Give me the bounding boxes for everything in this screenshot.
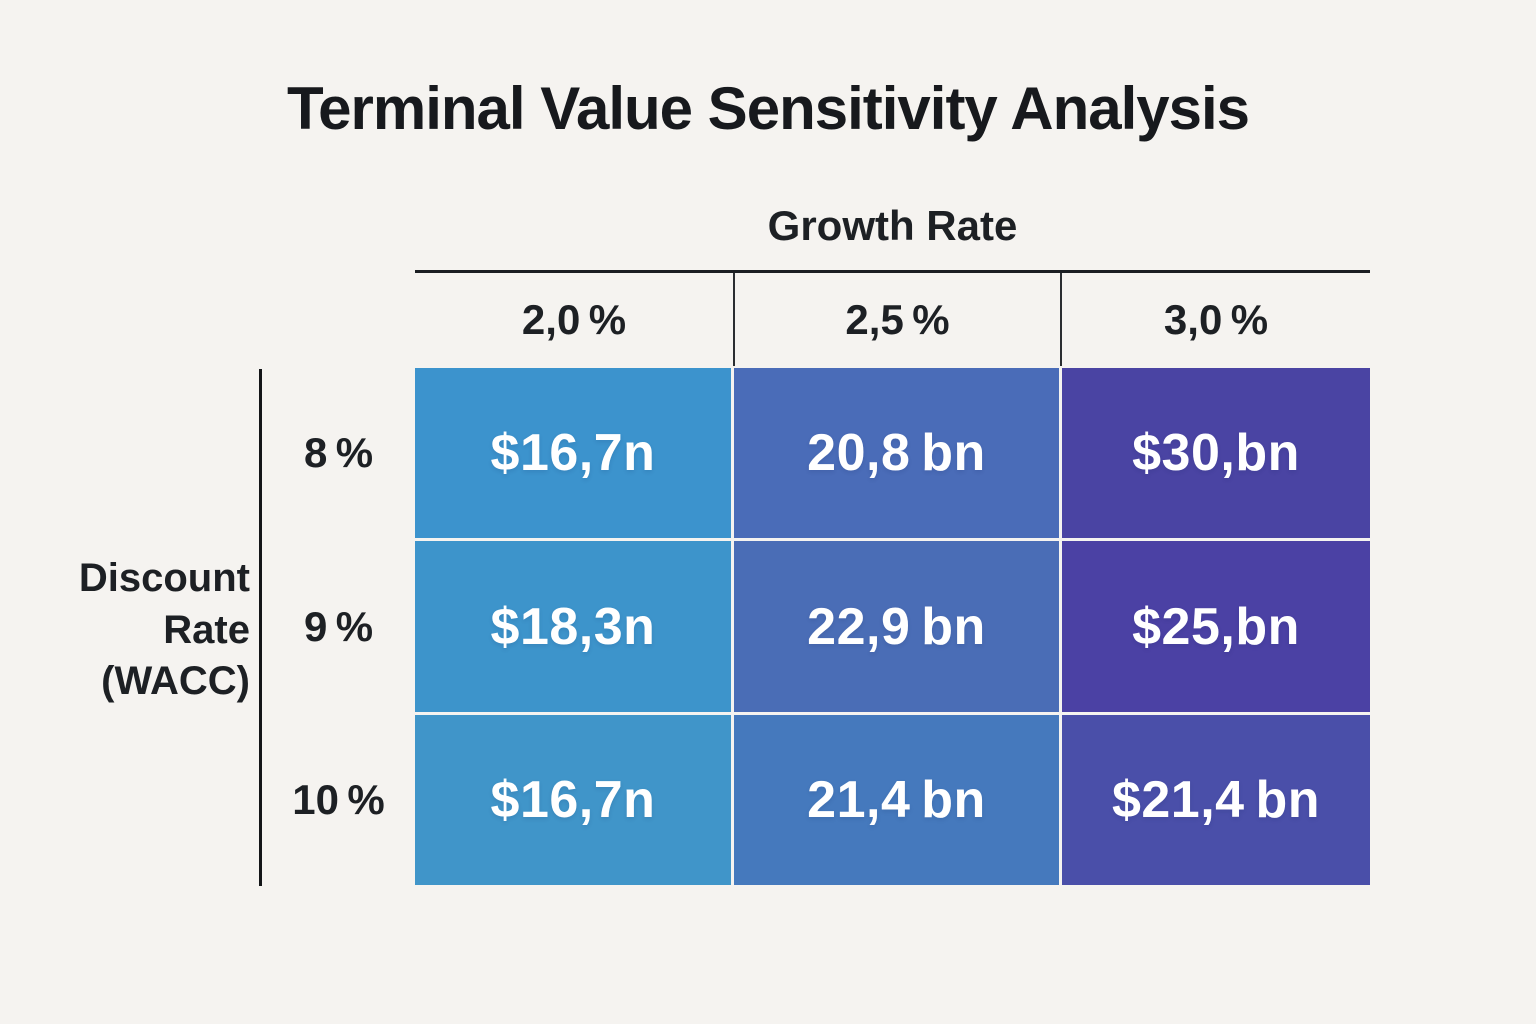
column-header-row: 2,0 % 2,5 % 3,0 % <box>415 273 1370 366</box>
column-header-2-5: 2,5 % <box>733 273 1060 366</box>
row-header-column: 8 % 9 % 10 % <box>262 368 415 885</box>
heatmap-cell-r10-c20: $16,7n <box>415 715 731 885</box>
x-axis-rule <box>415 270 1370 273</box>
heatmap-cell-r8-c20: $16,7n <box>415 368 731 538</box>
heatmap-cell-r9-c25: 22,9 bn <box>734 541 1059 712</box>
x-axis-title: Growth Rate <box>767 202 1018 249</box>
y-axis-title: Discount Rate (WACC) <box>78 556 250 704</box>
row-label-9: 9 % <box>303 602 374 650</box>
heatmap-cell-r9-c20: $18,3n <box>415 541 731 712</box>
heatmap-cell-r10-c25: 21,4 bn <box>734 715 1059 885</box>
heatmap-cell-r8-c30: $30,bn <box>1062 368 1370 538</box>
y-axis-rule <box>259 369 262 886</box>
page-title: Terminal Value Sensitivity Analysis <box>286 75 1250 142</box>
heatmap-cell-r10-c30: $21,4 bn <box>1062 715 1370 885</box>
row-label-8: 8 % <box>303 429 374 476</box>
row-label-10: 10 % <box>292 776 385 823</box>
heatmap-grid: $16,7n 20,8 bn $30,bn $18,3n 22,9 bn $25… <box>415 368 1370 885</box>
heatmap-cell-r9-c30: $25,bn <box>1062 541 1370 712</box>
column-header-3-0: 3,0 % <box>1060 273 1370 366</box>
column-header-2-0: 2,0 % <box>521 295 627 343</box>
heatmap-cell-r8-c25: 20,8 bn <box>734 368 1059 538</box>
